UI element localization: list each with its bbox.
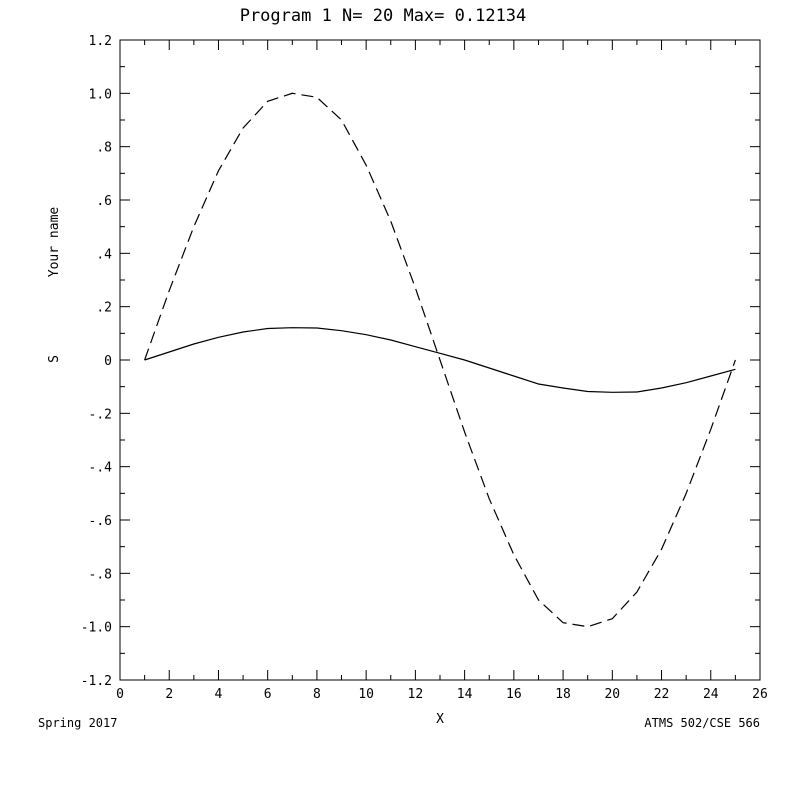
y-axis-label: Your name	[47, 207, 62, 278]
y-tick-label: 0	[104, 354, 112, 369]
x-tick-label: 4	[215, 687, 223, 702]
x-tick-label: 18	[555, 687, 571, 702]
x-tick-label: 12	[408, 687, 424, 702]
y-tick-label: -.2	[89, 407, 112, 422]
y-tick-label: .4	[96, 247, 112, 262]
y-tick-label: 1.2	[89, 34, 112, 49]
x-tick-label: 16	[506, 687, 522, 702]
x-tick-label: 8	[313, 687, 321, 702]
footer-right: ATMS 502/CSE 566	[644, 716, 760, 730]
dashed-series-line	[144, 92, 736, 628]
x-tick-label: 2	[165, 687, 173, 702]
solid-series-line	[144, 327, 736, 393]
x-tick-label: 0	[116, 687, 124, 702]
series-group	[144, 92, 736, 628]
chart-title: Program 1 N= 20 Max= 0.12134	[240, 6, 527, 26]
y-tick-label: 1.0	[89, 87, 112, 102]
ticks: 0 2 4 6 8 10 12 14 16 18 20 22 24 261.21.0.8.6.4.20-.…	[81, 34, 768, 702]
x-tick-label: 26	[752, 687, 768, 702]
y-tick-label: .8	[96, 141, 112, 156]
x-tick-label: 10	[358, 687, 374, 702]
y-tick-label: -.4	[89, 461, 113, 476]
y-tick-label: -.8	[89, 567, 112, 582]
y-tick-label: -1.2	[81, 674, 112, 689]
y-tick-label: .6	[96, 194, 112, 209]
x-tick-label: 22	[654, 687, 670, 702]
x-tick-label: 14	[457, 687, 473, 702]
y-tick-label: .2	[96, 301, 112, 316]
footer-left: Spring 2017	[38, 716, 117, 730]
y-tick-label: -1.0	[81, 621, 112, 636]
x-axis-label: X	[436, 712, 444, 727]
x-tick-label: 24	[703, 687, 719, 702]
x-tick-label: 6	[264, 687, 272, 702]
x-tick-label: 20	[604, 687, 620, 702]
y-tick-label: -.6	[89, 514, 112, 529]
y-axis-short-label: S	[47, 355, 62, 363]
